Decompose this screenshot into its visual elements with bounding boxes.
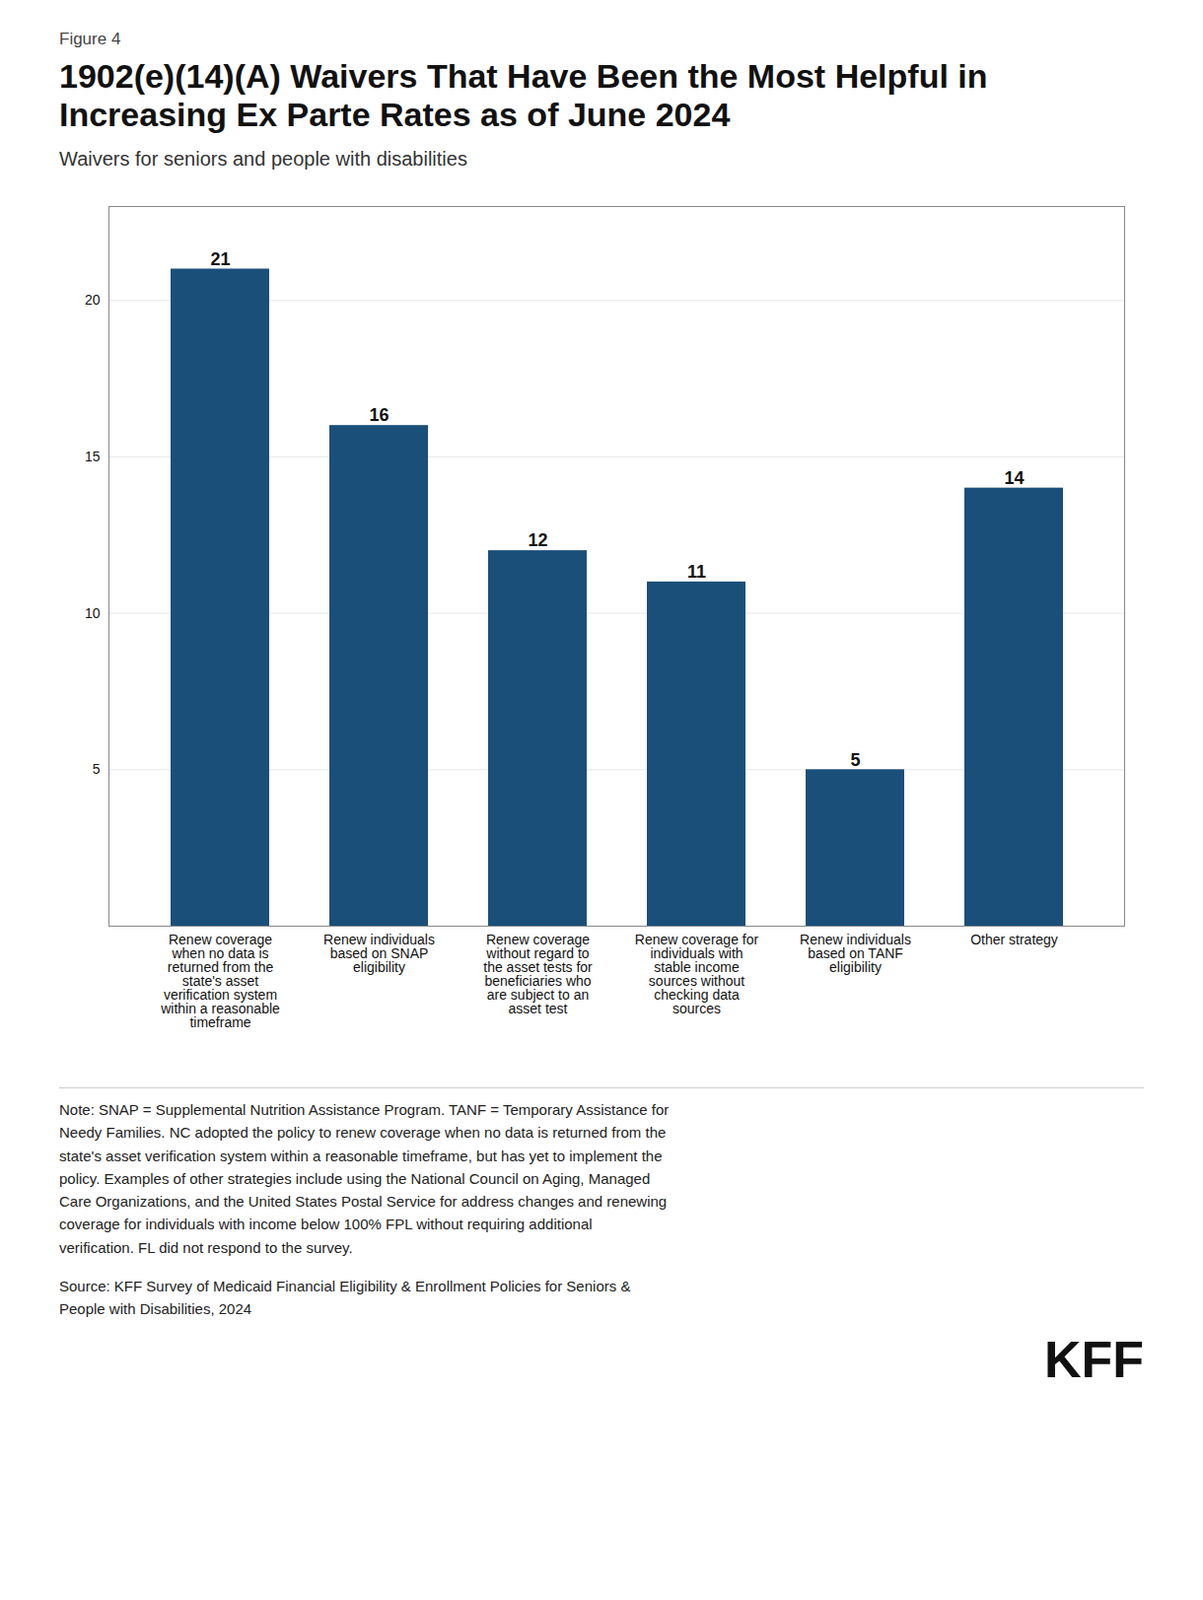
html-text:Figure 4: Figure 4: [59, 29, 121, 49]
svg-text:15: 15: [84, 448, 101, 465]
html-text:Note: SNAP = Supplemental Nutr: Note: SNAP = Supplemental Nutrition Assi…: [59, 1101, 669, 1256]
svg-text:5: 5: [92, 761, 101, 778]
svg-text:21: 21: [210, 249, 230, 270]
svg-text:14: 14: [1003, 468, 1024, 489]
svg-text:16: 16: [368, 406, 389, 426]
svg-text:5: 5: [849, 750, 860, 771]
svg-text:Other strategy: Other strategy: [970, 932, 1059, 949]
html-text:KFF: KFF: [1044, 1331, 1144, 1389]
svg-text:Renew coveragewithout regard t: Renew coveragewithout regard tothe asset…: [483, 932, 593, 1018]
html-text:1902(e)(14)(A) Waivers That Ha: 1902(e)(14)(A) Waivers That Have Been th…: [59, 57, 988, 134]
svg-text:12: 12: [527, 531, 548, 552]
svg-text:20: 20: [84, 291, 101, 308]
svg-text:Renew coveragewhen no data isr: Renew coveragewhen no data isreturned fr…: [159, 932, 281, 1032]
svg-text:Renew individualsbased on SNAP: Renew individualsbased on SNAPeligibilit…: [323, 932, 435, 977]
svg-text:11: 11: [687, 562, 707, 582]
svg-text:10: 10: [84, 605, 101, 622]
html-text:Waivers for seniors and people: Waivers for seniors and people with disa…: [59, 148, 468, 170]
html-text:Source: KFF Survey of Medicaid: Source: KFF Survey of Medicaid Financial…: [59, 1277, 631, 1318]
svg-text:Renew coverage forindividuals: Renew coverage forindividuals withstable…: [635, 932, 760, 1018]
svg-text:Renew individualsbased on TANF: Renew individualsbased on TANFeligibilit…: [799, 932, 912, 977]
